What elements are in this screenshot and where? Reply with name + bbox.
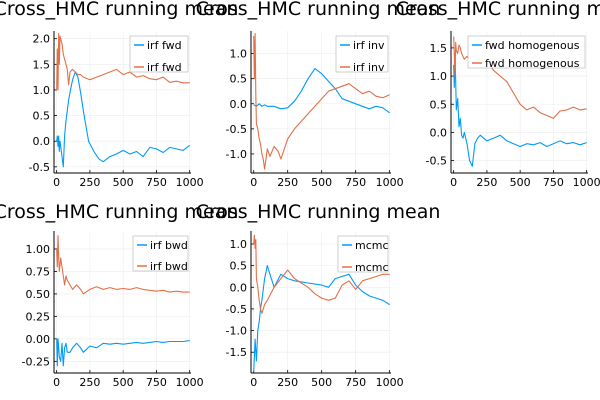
x-tick-label: 0 <box>450 176 457 189</box>
chart-title: Cross_HMC running mean <box>196 0 441 20</box>
legend-box <box>467 35 586 69</box>
y-tick-label: -0.25 <box>22 355 50 368</box>
legend-label: fwd homogenous <box>485 39 580 52</box>
series-line-1 <box>253 265 390 372</box>
legend: fwd homogenous fwd homogenous <box>467 35 586 70</box>
subplot-4: 0 250 500 750 1000 -0.25 0.00 0.25 0.50 0.75 1.00 i… <box>0 201 238 389</box>
y-tick-label: -0.5 <box>29 161 50 174</box>
series-line-2 <box>56 234 190 295</box>
x-tick-label: 0 <box>53 376 60 389</box>
x-tick-label: 500 <box>113 176 134 189</box>
y-tick-label: -0.5 <box>226 123 247 136</box>
x-tick-label: 0 <box>250 376 257 389</box>
x-tick-label: 750 <box>543 176 564 189</box>
legend: mcmc mcmc <box>337 235 389 274</box>
legend-label: irf inv <box>353 39 385 52</box>
x-tick-label: 750 <box>345 376 366 389</box>
x-tick-label: 500 <box>510 176 531 189</box>
legend: irf inv irf inv <box>335 35 389 74</box>
y-tick-label: 1.5 <box>430 42 448 55</box>
legend-label: mcmc <box>355 239 389 252</box>
series-line-2 <box>253 32 390 170</box>
x-tick-label: 250 <box>277 176 298 189</box>
y-tick-label: 1.5 <box>33 58 51 71</box>
legend-label: irf fwd <box>147 61 182 74</box>
y-tick-label: 0.00 <box>26 333 51 346</box>
y-tick-label: 0.50 <box>26 288 51 301</box>
series-line-1 <box>56 338 190 367</box>
series-line-1 <box>453 52 587 167</box>
y-tick-label: -0.5 <box>226 303 247 316</box>
legend: irf bwd irf bwd <box>132 235 189 273</box>
series-line-2 <box>56 33 190 91</box>
y-tick-label: 0.25 <box>26 310 51 323</box>
y-tick-label: 0.5 <box>430 98 448 111</box>
x-tick-label: 500 <box>311 376 332 389</box>
y-tick-label: 1.0 <box>230 48 248 61</box>
y-tick-label: 1.0 <box>230 238 248 251</box>
legend-label: irf fwd <box>147 39 182 52</box>
chart-title: Cross_HMC running mean <box>396 0 600 20</box>
x-tick-label: 250 <box>79 176 100 189</box>
chart-title: Cross_HMC running mean <box>196 201 441 223</box>
legend-label: irf bwd <box>150 239 188 252</box>
x-tick-label: 750 <box>146 376 167 389</box>
y-tick-label: 1.0 <box>33 84 51 97</box>
x-tick-label: 0 <box>53 176 60 189</box>
x-tick-label: 250 <box>476 176 497 189</box>
x-tick-label: 500 <box>311 176 332 189</box>
x-tick-label: 1000 <box>573 176 600 189</box>
y-tick-label: 0.5 <box>230 260 248 273</box>
x-tick-label: 1000 <box>376 176 404 189</box>
x-tick-label: 0 <box>250 176 257 189</box>
legend: irf fwd irf fwd <box>129 35 189 74</box>
y-tick-label: -1.0 <box>226 148 247 161</box>
y-tick-label: 0.0 <box>430 126 448 139</box>
x-tick-label: 250 <box>277 376 298 389</box>
subplot-1: 0 250 500 750 1000 -0.5 0.0 0.5 1.0 1.5 2.0 irf fwd… <box>0 0 238 189</box>
x-tick-label: 750 <box>345 176 366 189</box>
y-tick-label: 0.0 <box>230 98 248 111</box>
y-tick-label: 1.0 <box>430 70 448 83</box>
legend-label: fwd homogenous <box>485 57 580 70</box>
y-tick-label: 2.0 <box>33 33 51 46</box>
y-tick-label: 0.5 <box>33 110 51 123</box>
subplot-3: 0 250 500 750 1000 -0.5 0.0 0.5 1.0 1.5 fwd homoge… <box>396 0 600 189</box>
legend-label: irf inv <box>353 61 385 74</box>
chart-title: Cross_HMC running mean <box>0 201 238 223</box>
x-tick-label: 750 <box>146 176 167 189</box>
y-tick-label: 0.0 <box>230 281 248 294</box>
legend-box <box>129 35 189 73</box>
y-tick-label: -1.5 <box>226 346 247 359</box>
y-tick-label: -0.5 <box>426 155 447 168</box>
y-tick-label: -1.0 <box>226 325 247 338</box>
legend-box <box>335 35 389 73</box>
series-line-2 <box>453 36 587 119</box>
legend-box <box>132 235 189 272</box>
series-line-2 <box>253 234 390 314</box>
y-tick-label: 0.0 <box>33 135 51 148</box>
x-tick-label: 1000 <box>376 376 404 389</box>
y-tick-label: 0.75 <box>26 265 51 278</box>
legend-label: mcmc <box>355 261 389 274</box>
subplot-5: 0 250 500 750 1000-1.5-1.0-0.50.00.51.0 mcmcm… <box>196 201 441 389</box>
legend-box <box>337 235 389 273</box>
x-tick-label: 1000 <box>176 376 204 389</box>
x-tick-label: 500 <box>113 376 134 389</box>
series-line-1 <box>56 71 191 168</box>
x-tick-label: 1000 <box>176 176 204 189</box>
chart-title: Cross_HMC running mean <box>0 0 238 20</box>
y-tick-label: 1.00 <box>26 243 51 256</box>
y-tick-label: 0.5 <box>230 73 248 86</box>
x-tick-label: 250 <box>79 376 100 389</box>
series-line-1 <box>253 68 390 114</box>
legend-label: irf bwd <box>150 260 188 273</box>
